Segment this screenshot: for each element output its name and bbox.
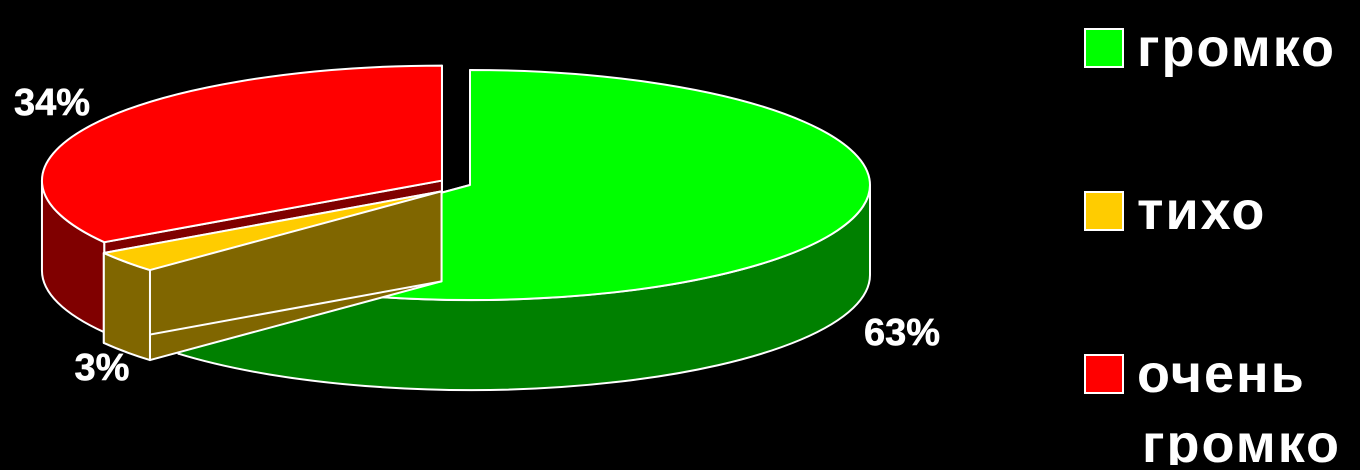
legend-label-1: громко bbox=[1137, 18, 1336, 78]
legend-label-3-line-1: очень bbox=[1137, 344, 1306, 404]
pie-slice-2-side bbox=[102, 251, 151, 362]
legend-swatch-3 bbox=[1084, 354, 1124, 394]
pie-slices bbox=[40, 64, 871, 391]
legend-item-2: тихо bbox=[1084, 181, 1266, 241]
legend-swatch-1 bbox=[1084, 28, 1124, 68]
slice-value-label-2: 3% bbox=[75, 347, 130, 389]
legend-item-3: очень громко bbox=[1084, 344, 1341, 470]
legend-label-3-line-2: громко bbox=[1142, 414, 1341, 465]
pie-slice-3-top bbox=[40, 64, 443, 244]
slice-value-label-1: 63% bbox=[864, 312, 940, 354]
pie-slice-2 bbox=[102, 190, 443, 362]
pie-value-labels: 63% 3% 34% bbox=[14, 82, 941, 390]
legend: громко тихо очень громко bbox=[1084, 18, 1341, 470]
legend-item-1: громко bbox=[1084, 18, 1336, 78]
pie-slice-2-top bbox=[102, 190, 443, 272]
legend-label-2: тихо bbox=[1137, 181, 1266, 241]
slice-value-label-3: 34% bbox=[14, 82, 90, 124]
legend-swatch-2 bbox=[1084, 191, 1124, 231]
